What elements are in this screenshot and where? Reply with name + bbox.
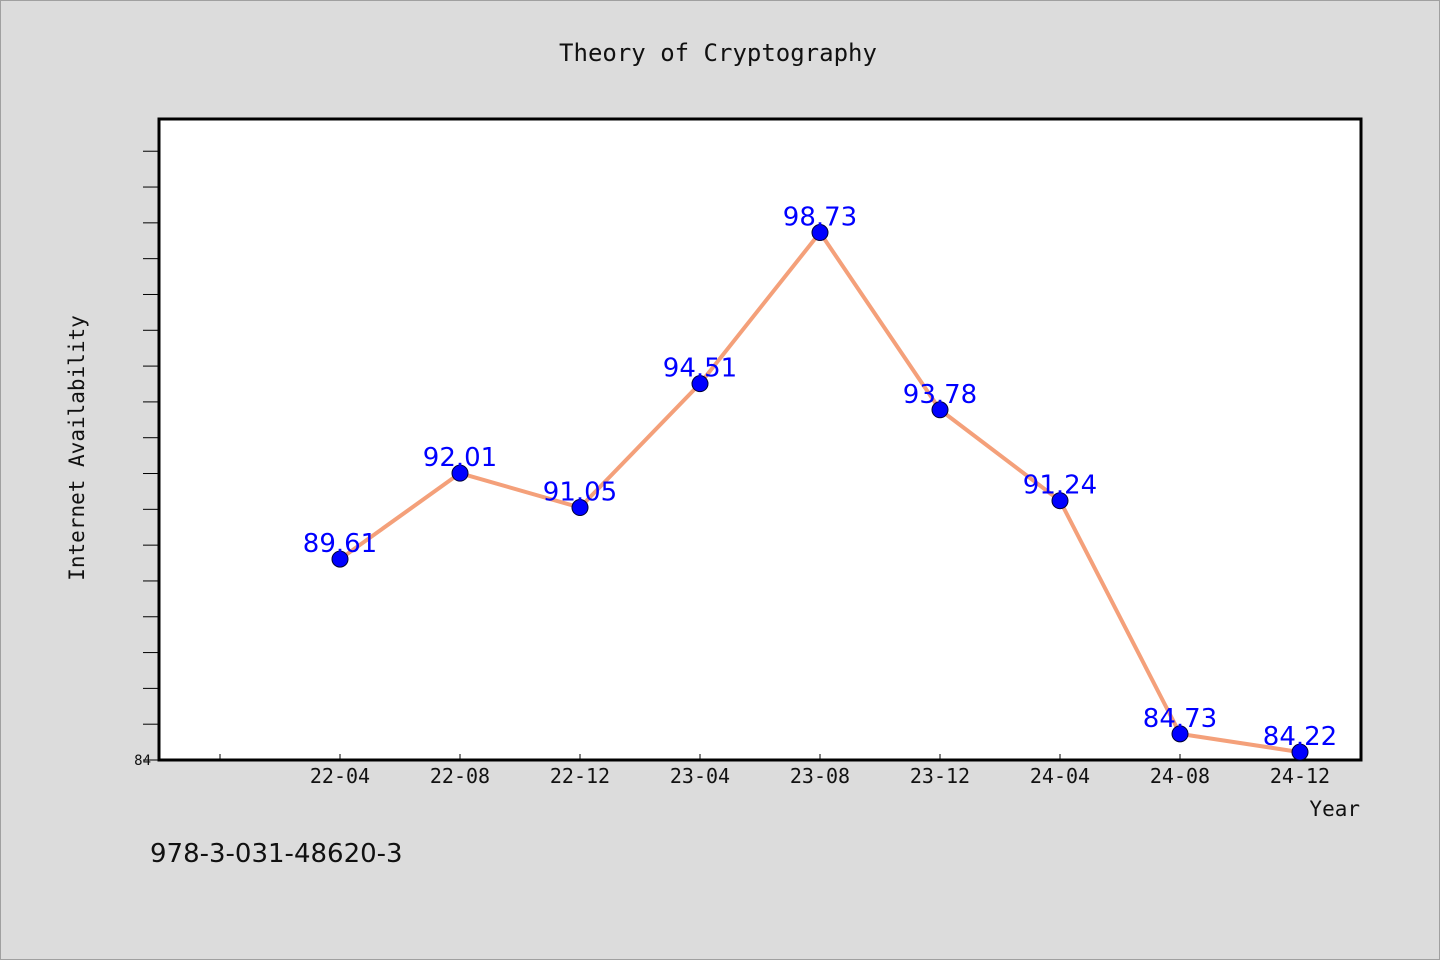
y-axis-title: Internet Availability xyxy=(65,315,89,581)
footer-isbn: 978-3-031-48620-3 xyxy=(150,839,403,869)
x-tick-label: 22-12 xyxy=(550,764,610,788)
chart-title: Theory of Cryptography xyxy=(559,39,877,67)
data-label: 91.05 xyxy=(543,478,617,508)
x-tick-label: 24-12 xyxy=(1270,764,1330,788)
x-tick-label: 22-08 xyxy=(430,764,490,788)
data-label: 91.24 xyxy=(1023,471,1097,501)
x-axis-ticks: 22-04 22-08 22-12 23-04 23-08 23-12 24-04 24-08… xyxy=(219,754,1330,788)
data-label: 92.01 xyxy=(423,443,497,473)
data-point xyxy=(451,464,469,482)
plot-area xyxy=(157,117,1363,762)
data-markers xyxy=(331,224,1309,761)
data-point xyxy=(1051,492,1069,510)
data-label: 84.73 xyxy=(1143,704,1217,734)
x-axis-title: Year xyxy=(1309,797,1360,821)
x-tick-label: 23-08 xyxy=(790,764,850,788)
x-tick-label: 24-04 xyxy=(1030,764,1090,788)
data-label: 84.22 xyxy=(1263,722,1337,752)
data-labels: 89.61 92.01 91.05 94.51 98.73 93.78 91.24 84.73… xyxy=(303,203,1337,753)
data-point xyxy=(811,224,829,242)
data-label: 89.61 xyxy=(303,529,377,559)
y-tick-label: 84 xyxy=(134,753,151,769)
x-tick-label: 23-12 xyxy=(910,764,970,788)
data-point xyxy=(1291,743,1309,761)
data-point xyxy=(571,499,589,517)
data-label: 93.78 xyxy=(903,380,977,410)
data-label: 98.73 xyxy=(783,203,857,233)
x-tick-label: 22-04 xyxy=(310,764,370,788)
data-point xyxy=(331,550,349,568)
data-point xyxy=(1171,725,1189,743)
data-label: 94.51 xyxy=(663,354,737,384)
y-axis-ticks: 84 xyxy=(134,150,159,769)
data-point xyxy=(691,375,709,393)
data-point xyxy=(931,401,949,419)
x-tick-label: 24-08 xyxy=(1150,764,1210,788)
x-tick-label: 23-04 xyxy=(670,764,730,788)
